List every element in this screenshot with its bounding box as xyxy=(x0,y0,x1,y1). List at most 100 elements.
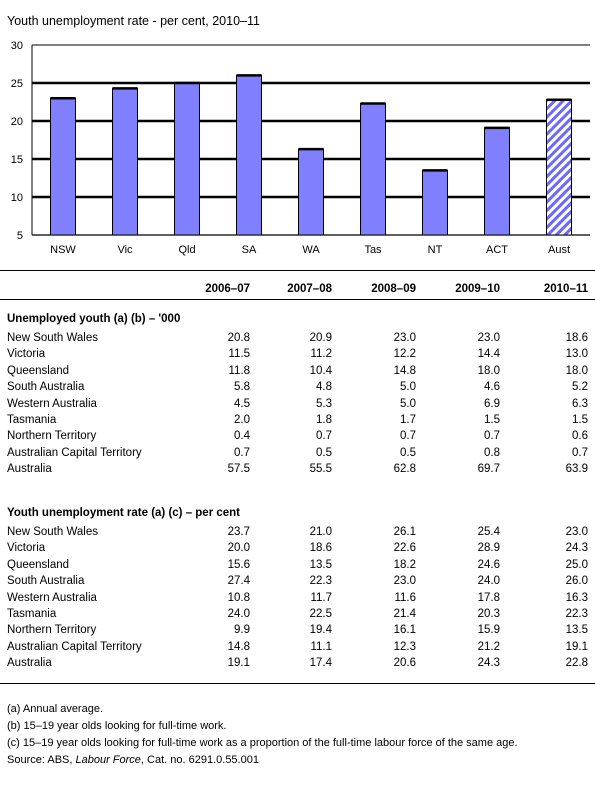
table-cell: 55.5 xyxy=(309,463,332,476)
row-label: New South Wales xyxy=(7,332,98,344)
x-tick-label-wa: WA xyxy=(302,244,320,256)
table-cell: 18.2 xyxy=(393,558,416,571)
table-cell: 23.0 xyxy=(565,526,588,538)
table-cell: 27.4 xyxy=(227,575,250,588)
column-header: 2008–09 xyxy=(371,283,416,295)
table-cell: 20.3 xyxy=(477,608,500,620)
y-tick-label: 15 xyxy=(11,154,23,166)
table-cell: 62.8 xyxy=(393,463,416,476)
bar-wa xyxy=(298,148,324,236)
table-cell: 23.0 xyxy=(393,332,416,344)
x-tick-label-act: ACT xyxy=(486,244,508,256)
table-cell: 24.6 xyxy=(477,558,500,571)
table-cell: 18.0 xyxy=(565,364,588,377)
table-cell: 19.4 xyxy=(309,624,332,637)
table-cell: 25.0 xyxy=(565,558,588,571)
table-row: New South Wales 20.8 20.9 23.0 23.0 18.6 xyxy=(0,332,595,348)
table-cell: 18.6 xyxy=(565,332,588,344)
table-top-rule xyxy=(0,270,595,271)
table-row: South Australia 27.4 22.3 23.0 24.0 26.0 xyxy=(0,575,595,591)
table-cell: 23.0 xyxy=(477,332,500,344)
table-cell: 11.5 xyxy=(228,348,250,361)
table-row: Tasmania 24.0 22.5 21.4 20.3 22.3 xyxy=(0,608,595,624)
table-cell: 11.2 xyxy=(310,348,332,361)
x-tick-label-sa: SA xyxy=(242,244,257,256)
table-row: Australian Capital Territory 14.8 11.1 12.3… xyxy=(0,641,595,657)
table-cell: 16.3 xyxy=(565,591,588,604)
x-tick-label-vic: Vic xyxy=(117,244,133,256)
bar-chart: 5 10 15 20 25 30 NSW Vic Qld SA WA Tas NT ACT Aust xyxy=(11,40,590,256)
y-tick-label: 10 xyxy=(11,192,23,204)
table-cell: 24.0 xyxy=(477,575,500,588)
table-cell: 19.1 xyxy=(227,657,250,670)
x-tick-label-nt: NT xyxy=(428,244,443,256)
source-prefix: Source: ABS, xyxy=(7,754,76,766)
y-tick-label: 25 xyxy=(11,78,23,90)
x-tick-label-nsw: NSW xyxy=(50,244,76,256)
footnote-a: (a) Annual average. xyxy=(7,703,104,715)
table-row: New South Wales 23.7 21.0 26.1 25.4 23.0 xyxy=(0,526,595,542)
table-cell: 5.2 xyxy=(572,381,588,394)
table-cell: 69.7 xyxy=(477,463,500,476)
table-cell: 6.3 xyxy=(572,397,588,410)
x-tick-label-qld: Qld xyxy=(178,244,195,256)
bar-qld xyxy=(174,82,200,236)
row-label: Australia xyxy=(7,463,52,476)
table-cell: 21.0 xyxy=(309,526,332,538)
table-cell: 24.3 xyxy=(565,542,588,555)
table-cell: 20.0 xyxy=(227,542,250,555)
y-tick-label: 5 xyxy=(17,230,23,242)
row-label: Victoria xyxy=(7,348,46,361)
table-cell: 4.6 xyxy=(484,381,500,394)
table-cell: 0.5 xyxy=(400,446,416,459)
table-cell: 10.8 xyxy=(227,591,250,604)
table-cell: 25.4 xyxy=(477,526,500,538)
row-label: Queensland xyxy=(7,364,70,377)
bar-act xyxy=(484,127,510,236)
table-cell: 22.3 xyxy=(309,575,332,588)
table-cell: 0.7 xyxy=(234,446,250,459)
table-row: Australian Capital Territory 0.7 0.5 0.5 0.8… xyxy=(0,447,595,463)
table-cell: 2.0 xyxy=(234,414,250,426)
table-cell: 22.6 xyxy=(393,542,416,555)
table-cell: 0.8 xyxy=(484,446,500,459)
table-cell: 10.4 xyxy=(309,364,332,377)
bar-aust xyxy=(546,99,572,236)
table-cell: 28.9 xyxy=(477,542,500,555)
row-label: Western Australia xyxy=(7,397,97,410)
table-cell: 11.6 xyxy=(394,591,416,604)
footnote-b: (b) 15–19 year olds looking for full-tim… xyxy=(7,720,227,732)
table-row: Queensland 15.6 13.5 18.2 24.6 25.0 xyxy=(0,559,595,575)
table-cell: 12.3 xyxy=(393,640,416,653)
bar-vic xyxy=(112,87,138,236)
table-row: Northern Territory 0.4 0.7 0.7 0.7 0.6 xyxy=(0,430,595,446)
row-label: Victoria xyxy=(7,542,46,555)
bar-sa xyxy=(236,74,262,236)
table-row: Victoria 20.0 18.6 22.6 28.9 24.3 xyxy=(0,542,595,558)
table-cell: 24.0 xyxy=(227,608,250,620)
table-cell: 21.4 xyxy=(393,608,416,620)
table-cell: 21.2 xyxy=(477,640,500,653)
table-cell: 0.5 xyxy=(316,446,332,459)
column-header: 2006–07 xyxy=(205,283,250,295)
table-cell: 4.8 xyxy=(316,381,332,394)
table-cell: 12.2 xyxy=(393,348,416,361)
row-label: Northern Territory xyxy=(7,430,97,443)
row-label: Australian Capital Territory xyxy=(7,446,142,459)
footnotes: (a) Annual average. (b) 15–19 year olds … xyxy=(7,701,518,769)
table-cell: 5.0 xyxy=(400,397,416,410)
table-cell: 14.8 xyxy=(393,364,416,377)
table-cell: 14.8 xyxy=(227,640,250,653)
table-row: South Australia 5.8 4.8 5.0 4.6 5.2 xyxy=(0,381,595,397)
table-header-rule xyxy=(0,299,595,300)
table-cell: 24.3 xyxy=(477,657,500,670)
table-cell: 18.0 xyxy=(477,364,500,377)
table-cell: 0.7 xyxy=(316,430,332,443)
table-cell: 0.7 xyxy=(572,446,588,459)
source-suffix: , Cat. no. 6291.0.55.001 xyxy=(140,754,259,766)
table-bottom-rule xyxy=(0,683,595,684)
table-cell: 11.7 xyxy=(310,591,332,604)
row-label: Western Australia xyxy=(7,591,97,604)
table-cell: 0.7 xyxy=(400,430,416,443)
table-cell: 17.4 xyxy=(309,657,332,670)
